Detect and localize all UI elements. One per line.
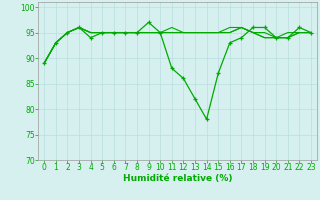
X-axis label: Humidité relative (%): Humidité relative (%) — [123, 174, 232, 183]
